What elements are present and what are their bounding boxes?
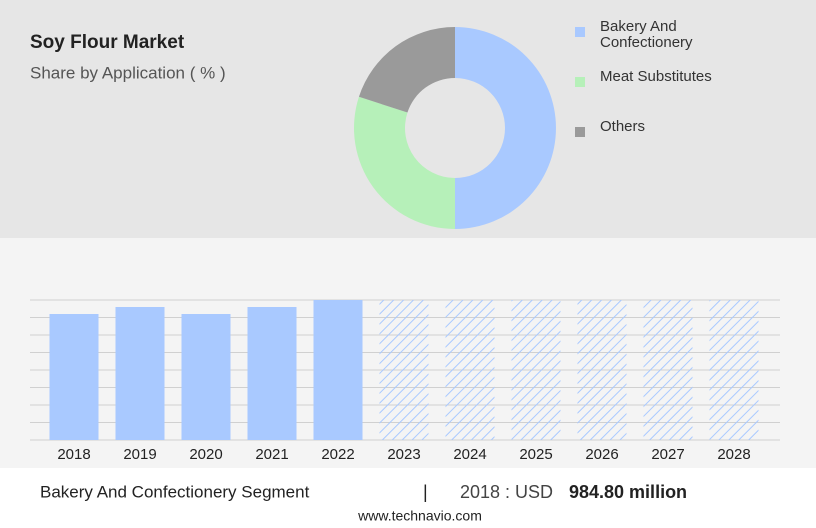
footer-separator: |: [423, 482, 428, 502]
pie-slice: [358, 27, 455, 113]
legend-label: Meat Substitutes: [600, 68, 712, 85]
bar: [181, 314, 231, 440]
forecast-placeholder: [643, 300, 693, 440]
pie-slice: [455, 27, 556, 229]
x-tick-label: 2021: [255, 446, 288, 463]
x-tick-label: 2027: [651, 446, 684, 463]
footer-source: www.technavio.com: [357, 508, 482, 524]
bar: [49, 314, 99, 440]
bar: [115, 307, 165, 440]
chart-subtitle: Share by Application ( % ): [30, 63, 226, 82]
legend-swatch: [575, 27, 585, 37]
bar: [313, 300, 363, 440]
x-tick-label: 2025: [519, 446, 552, 463]
forecast-placeholder: [379, 300, 429, 440]
x-tick-label: 2019: [123, 446, 156, 463]
forecast-placeholder: [511, 300, 561, 440]
forecast-placeholder: [577, 300, 627, 440]
chart-title: Soy Flour Market: [30, 32, 185, 53]
x-tick-label: 2028: [717, 446, 750, 463]
x-tick-label: 2018: [57, 446, 90, 463]
x-tick-label: 2020: [189, 446, 222, 463]
x-tick-label: 2024: [453, 446, 486, 463]
legend-swatch: [575, 77, 585, 87]
footer-value: 984.80 million: [569, 482, 687, 502]
footer-segment: Bakery And Confectionery Segment: [40, 482, 310, 501]
forecast-placeholder: [445, 300, 495, 440]
x-tick-label: 2022: [321, 446, 354, 463]
legend-swatch: [575, 127, 585, 137]
pie-slice: [353, 96, 455, 230]
footer-year: 2018 : USD: [460, 482, 553, 502]
forecast-placeholder: [709, 300, 759, 440]
bar: [247, 307, 297, 440]
legend-label: Others: [600, 118, 646, 135]
x-tick-label: 2023: [387, 446, 420, 463]
x-tick-label: 2026: [585, 446, 618, 463]
legend-label: Bakery And Confectionery: [600, 18, 693, 51]
